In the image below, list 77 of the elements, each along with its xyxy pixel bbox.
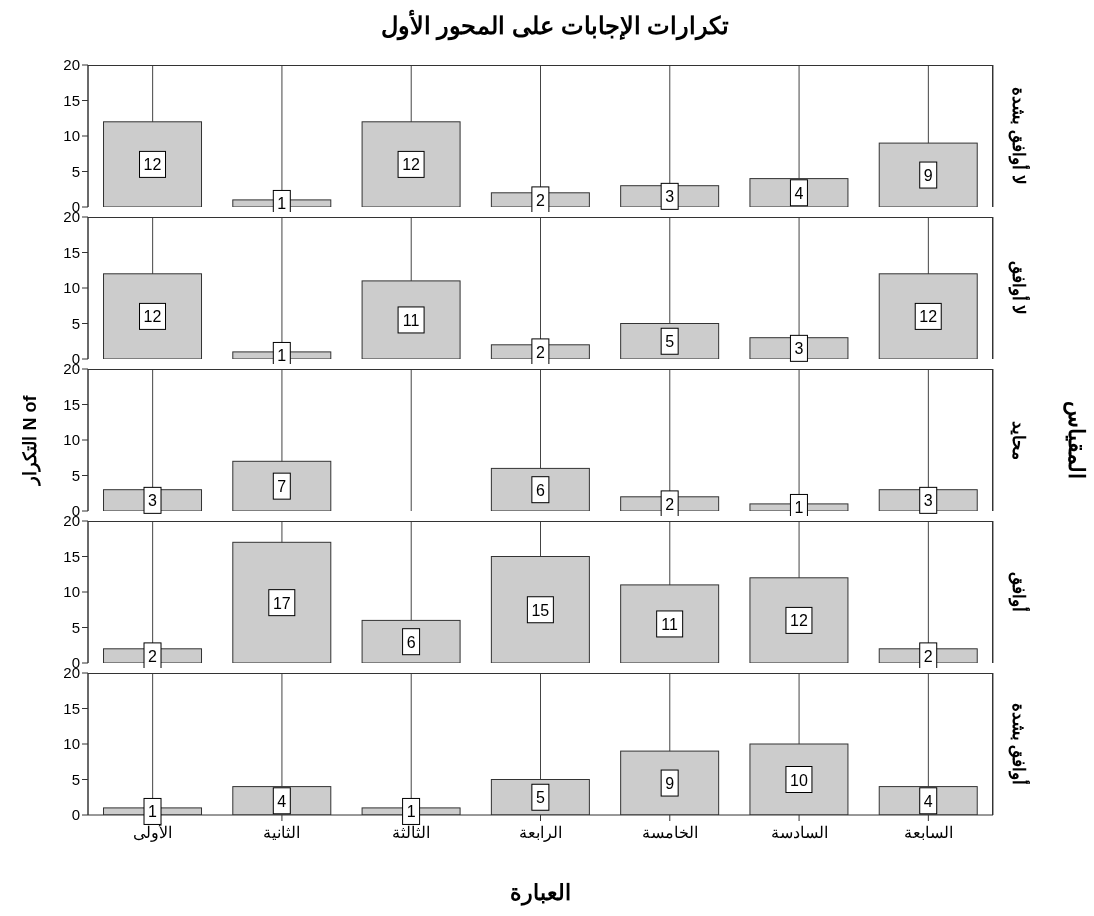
y-tick-label: 5	[71, 314, 80, 332]
data-label: 3	[794, 340, 804, 358]
data-label: 7	[277, 478, 287, 496]
data-label: 2	[665, 495, 675, 513]
y-tick-label: 10	[63, 127, 80, 145]
data-label: 3	[923, 492, 933, 510]
y-tick-label: 10	[63, 431, 80, 449]
data-label: 1	[277, 195, 287, 213]
y-tick-label: 5	[71, 162, 80, 180]
data-label: 6	[535, 481, 545, 499]
y-tick-label: 15	[63, 547, 80, 565]
data-label: 2	[148, 647, 158, 665]
bar	[232, 541, 332, 663]
data-label: 1	[277, 347, 287, 365]
data-label: 4	[794, 184, 804, 202]
data-label: 4	[277, 792, 287, 810]
bar	[749, 577, 849, 663]
data-label: 10	[790, 771, 808, 789]
y-tick-label: 5	[71, 618, 80, 636]
x-tick-label: السابعة	[903, 824, 953, 842]
data-label: 5	[665, 333, 675, 351]
y2-axis-title: لا أوافق بشدة	[1007, 87, 1031, 185]
x-tick-label: الأولى	[133, 823, 173, 843]
y2-axis-title: أوافق بشدة	[1007, 702, 1031, 786]
y-tick-label: 10	[63, 583, 80, 601]
data-label: 12	[143, 308, 162, 326]
data-label: 2	[535, 343, 545, 361]
y-axis-title: N of التكرار	[19, 394, 42, 488]
y-tick-label: 0	[71, 806, 80, 824]
bar	[620, 584, 720, 663]
data-label: 11	[661, 615, 679, 633]
y-tick-label: 15	[63, 699, 80, 717]
data-label: 3	[148, 492, 158, 510]
x-tick-label: الخامسة	[641, 824, 698, 842]
data-label: 1	[148, 803, 158, 821]
bar	[878, 273, 978, 359]
data-label: 2	[923, 647, 933, 665]
bar	[878, 142, 978, 207]
x-tick-label: الرابعة	[519, 824, 562, 843]
chart-title: تكرارات الإجابات على المحور الأول	[379, 12, 731, 40]
bar	[361, 280, 461, 359]
y-tick-label: 20	[63, 56, 80, 74]
data-label: 5	[535, 789, 545, 807]
y-tick-label: 10	[63, 735, 80, 753]
data-label: 9	[923, 167, 933, 185]
y2-axis-title: محايد	[1008, 420, 1028, 460]
bar	[490, 556, 590, 663]
y2-axis-title: لا أوافق	[1007, 260, 1031, 316]
y-tick-label: 5	[71, 770, 80, 788]
data-label: 3	[665, 188, 675, 206]
data-label: 17	[272, 594, 291, 612]
y-tick-label: 15	[63, 243, 80, 261]
data-label: 12	[143, 156, 162, 174]
data-label: 2	[535, 191, 545, 209]
data-label: 12	[402, 156, 421, 174]
x-tick-label: الثالثة	[392, 824, 431, 842]
y-tick-label: 15	[63, 395, 80, 413]
bar	[103, 273, 203, 359]
x-axis-title: العبارة	[509, 880, 572, 906]
data-label: 12	[919, 308, 938, 326]
data-label: 4	[923, 792, 933, 810]
y-tick-label: 15	[63, 91, 80, 109]
x-tick-label: الثانية	[263, 824, 301, 842]
data-label: 1	[406, 803, 416, 821]
y-tick-label: 10	[63, 279, 80, 297]
data-label: 11	[402, 311, 420, 329]
data-label: 12	[790, 612, 808, 630]
x-tick-label: السادسة	[770, 824, 828, 842]
y-tick-label: 5	[71, 466, 80, 484]
data-label: 6	[406, 633, 416, 651]
bar	[103, 121, 203, 207]
data-label: 9	[665, 775, 675, 793]
bar	[361, 121, 461, 207]
data-label: 1	[794, 499, 804, 517]
data-label: 15	[531, 601, 550, 619]
y2-axis-title: أوافق	[1007, 572, 1031, 612]
text: المقياس	[1062, 400, 1090, 481]
